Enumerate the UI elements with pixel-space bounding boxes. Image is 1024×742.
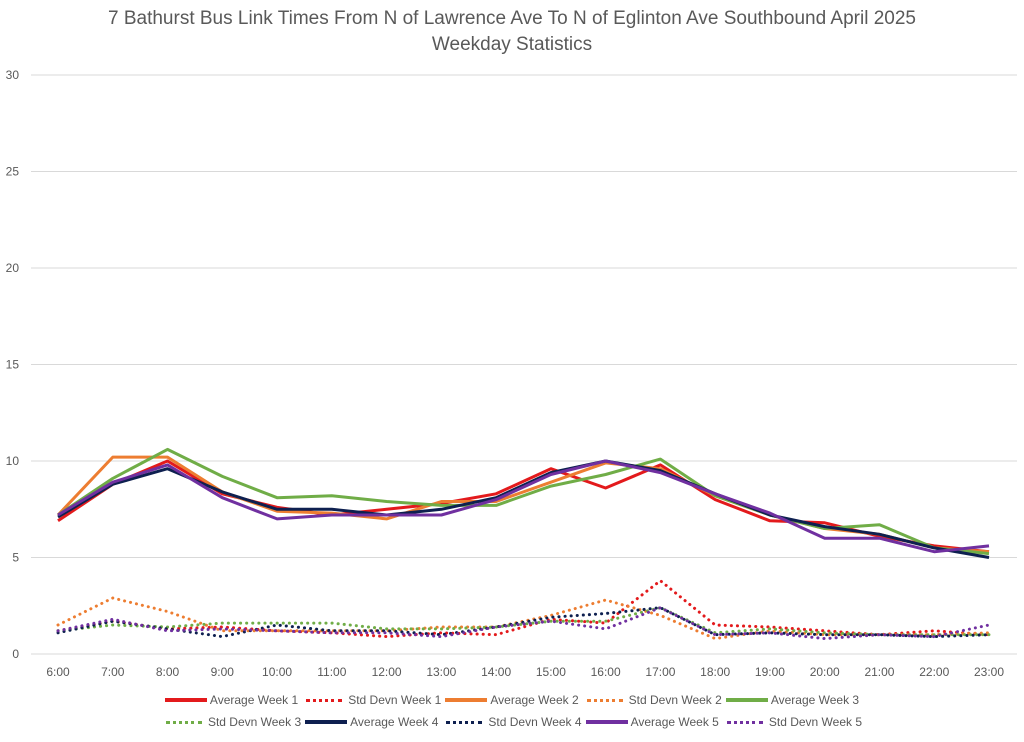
legend-label: Average Week 2	[490, 693, 579, 707]
legend-swatch	[305, 720, 348, 724]
x-tick-label: 23:00	[974, 665, 1004, 679]
legend-swatch	[306, 698, 343, 702]
x-tick-label: 19:00	[755, 665, 785, 679]
y-tick-label: 25	[6, 165, 20, 179]
x-axis-ticks: 6:00 7:00 8:00 9:00 10:00 11:00 12:00 13:00 14:0…	[46, 665, 1004, 679]
x-tick-label: 16:00	[591, 665, 621, 679]
x-tick-label: 8:00	[156, 665, 180, 679]
legend-label: Std Devn Week 5	[768, 715, 863, 729]
legend-row: Std Devn Week 3 Average Week 4 Std Devn We…	[0, 711, 1024, 733]
chart-title: 7 Bathurst Bus Link Times From N of Lawr…	[108, 8, 916, 29]
x-tick-label: 11:00	[317, 665, 346, 679]
legend-label: Std Devn Week 3	[207, 715, 302, 729]
legend-item-std-devn-week-4: Std Devn Week 4	[442, 715, 582, 729]
legend-swatch	[725, 698, 768, 702]
legend-swatch	[446, 720, 483, 724]
x-tick-label: 17:00	[645, 665, 675, 679]
y-tick-label: 30	[6, 68, 20, 82]
legend-item-average-week-2: Average Week 2	[445, 693, 579, 707]
x-tick-label: 12:00	[372, 665, 402, 679]
legend-item-std-devn-week-1: Std Devn Week 1	[302, 693, 441, 707]
x-tick-label: 21:00	[864, 665, 894, 679]
legend-item-average-week-3: Average Week 3	[725, 693, 860, 707]
x-tick-label: 13:00	[426, 665, 456, 679]
series-std-devn-week-5	[56, 606, 991, 641]
legend-label: Average Week 3	[770, 693, 860, 707]
x-tick-label: 20:00	[810, 665, 840, 679]
legend-item-average-week-5: Average Week 5	[585, 715, 719, 729]
y-tick-label: 10	[6, 454, 20, 468]
chart-subtitle: Weekday Statistics	[431, 34, 593, 55]
series-average-week-4	[57, 459, 990, 559]
y-tick-label: 15	[6, 358, 20, 372]
legend-item-average-week-4: Average Week 4	[305, 715, 438, 729]
y-tick-label: 0	[12, 647, 19, 661]
x-tick-label: 18:00	[700, 665, 730, 679]
legend-label: Std Devn Week 4	[488, 715, 582, 729]
x-tick-label: 14:00	[481, 665, 511, 679]
legend-swatch	[445, 698, 488, 702]
x-tick-label: 22:00	[919, 665, 949, 679]
legend-swatch	[585, 720, 628, 724]
legend-item-std-devn-week-2: Std Devn Week 2	[583, 693, 722, 707]
series-std-devn-week-4	[56, 606, 991, 639]
legend: Average Week 1 Std Devn Week 1 Average Wee…	[0, 689, 1024, 733]
x-tick-label: 7:00	[101, 665, 125, 679]
gridlines	[31, 74, 1017, 655]
x-tick-label: 6:00	[46, 665, 70, 679]
x-tick-label: 15:00	[536, 665, 566, 679]
legend-swatch	[165, 720, 202, 724]
series-std-devn-week-1	[56, 579, 991, 639]
legend-label: Average Week 5	[630, 715, 719, 729]
x-tick-label: 10:00	[262, 665, 292, 679]
x-tick-label: 9:00	[211, 665, 235, 679]
y-tick-label: 20	[6, 261, 20, 275]
series-average-week-2	[56, 455, 990, 554]
series-lines	[56, 447, 991, 641]
legend-swatch	[164, 698, 207, 702]
legend-label: Average Week 1	[209, 693, 299, 707]
legend-label: Std Devn Week 2	[628, 693, 722, 707]
legend-item-average-week-1: Average Week 1	[164, 693, 299, 707]
y-axis-ticks: 0 5 10 15 20 25 30	[6, 68, 20, 661]
legend-item-std-devn-week-5: Std Devn Week 5	[723, 715, 862, 729]
legend-row: Average Week 1 Std Devn Week 1 Average Wee…	[0, 689, 1024, 711]
legend-label: Average Week 4	[350, 715, 439, 729]
legend-swatch	[586, 698, 623, 702]
legend-item-std-devn-week-3: Std Devn Week 3	[162, 715, 301, 729]
series-average-week-5	[57, 459, 990, 554]
y-tick-label: 5	[12, 551, 19, 565]
legend-label: Std Devn Week 1	[348, 693, 442, 707]
legend-swatch	[726, 720, 763, 724]
